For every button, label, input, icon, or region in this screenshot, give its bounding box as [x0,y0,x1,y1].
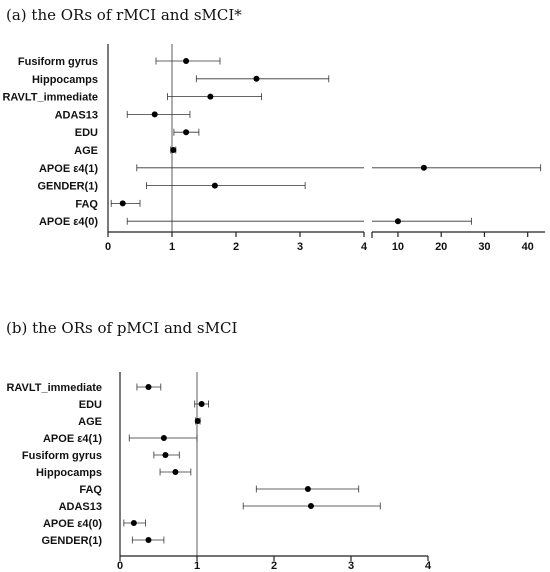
panel-b-tick-label: 4 [425,560,432,572]
panel-a-row-adas13-label: ADAS13 [55,109,98,121]
panel-b-title: (b) the ORs of pMCI and sMCI [6,319,237,337]
panel-b-row-faq-point [304,486,311,492]
panel-a-tick-label: 20 [435,241,447,253]
panel-a-row-edu-point [183,129,190,136]
panel-b-row-edu-label: EDU [79,399,102,411]
panel-b-row-hippocamps-label: Hippocamps [36,467,102,479]
panel-a-tick-label: 30 [478,241,490,253]
panel-a-row-ravlt-immediate-label: RAVLT_immediate [2,92,98,104]
panel-b-tick-label: 2 [271,560,277,572]
panel-a-row-fusiform-gyrus-label: Fusiform gyrus [18,56,98,68]
panel-a-tick-label: 10 [392,241,404,253]
panel-b-row-hippocamps-point [172,469,179,475]
panel-b-row-adas13-point [307,503,314,509]
panel-a-tick-label: 3 [297,241,303,253]
panel-a-row-apoe-4-0-label: APOE ε4(0) [39,216,98,228]
panel-a-row-hippocamps-point [253,75,260,82]
panel-b-row-apoe-4-0-point [130,520,137,526]
panel-a-row-edu-label: EDU [75,127,98,139]
panel-a-tick-label: 4 [361,241,368,253]
panel-a-row-apoe-4-0-point [394,218,401,225]
panel-b-row-faq-label: FAQ [79,484,102,496]
panel-a-row-adas13-point [151,111,158,118]
panel-b-row-age-label: AGE [78,416,102,428]
panel-b-row-fusiform-gyrus-label: Fusiform gyrus [22,450,102,462]
panel-b-row-ravlt-immediate-label: RAVLT_immediate [6,382,102,394]
panel-b-chart: 0 1 2 3 4 RAVLT_immediate EDU AGE APOE ε4(1) Fusi… [6,372,432,572]
panel-a-chart: 0 1 2 3 4 10 20 30 40 Fusiform gyrus Hippocamps RAV… [2,44,545,253]
panel-a-row-apoe-4-1-label: APOE ε4(1) [39,163,98,175]
panel-a-tick-label: 1 [169,241,175,253]
panel-b-row-ravlt-immediate-point [145,384,152,390]
panel-b-row-fusiform-gyrus-point [162,452,169,458]
panel-b-row-gender-1-point [145,537,152,543]
panel-a-row-gender-1-label: GENDER(1) [37,181,98,193]
panel-a-row-fusiform-gyrus-point [183,58,190,64]
panel-b-row-edu-point [198,401,205,407]
panel-b-row-apoe-4-1-point [160,435,167,441]
panel-b-tick-label: 0 [117,560,123,572]
panel-a-row-ravlt-immediate-point [207,93,214,100]
panel-b-tick-label: 3 [348,560,354,572]
panel-b-row-apoe-4-0-label: APOE ε4(0) [43,518,102,530]
panel-b-row-gender-1-label: GENDER(1) [41,535,102,547]
panel-a-row-hippocamps-label: Hippocamps [32,74,98,86]
panel-b-row-adas13-label: ADAS13 [59,501,102,513]
panel-b-tick-label: 1 [194,560,200,572]
panel-b-row-apoe-4-1-label: APOE ε4(1) [43,433,102,445]
panel-a-row-apoe-4-1-point [420,164,427,171]
panel-a-title: (a) the ORs of rMCI and sMCI* [6,6,242,24]
panel-a-tick-label: 40 [522,241,534,253]
panel-a-tick-label: 0 [105,241,111,253]
panel-b-row-age-point [194,418,201,424]
panel-a-row-gender-1-point [211,182,218,189]
panel-a-row-age-point [170,147,177,153]
panel-a-tick-label: 2 [233,241,239,253]
panel-a-row-age-label: AGE [74,145,98,157]
panel-a-row-faq-label: FAQ [75,198,98,210]
panel-a-row-faq-point [119,200,126,207]
